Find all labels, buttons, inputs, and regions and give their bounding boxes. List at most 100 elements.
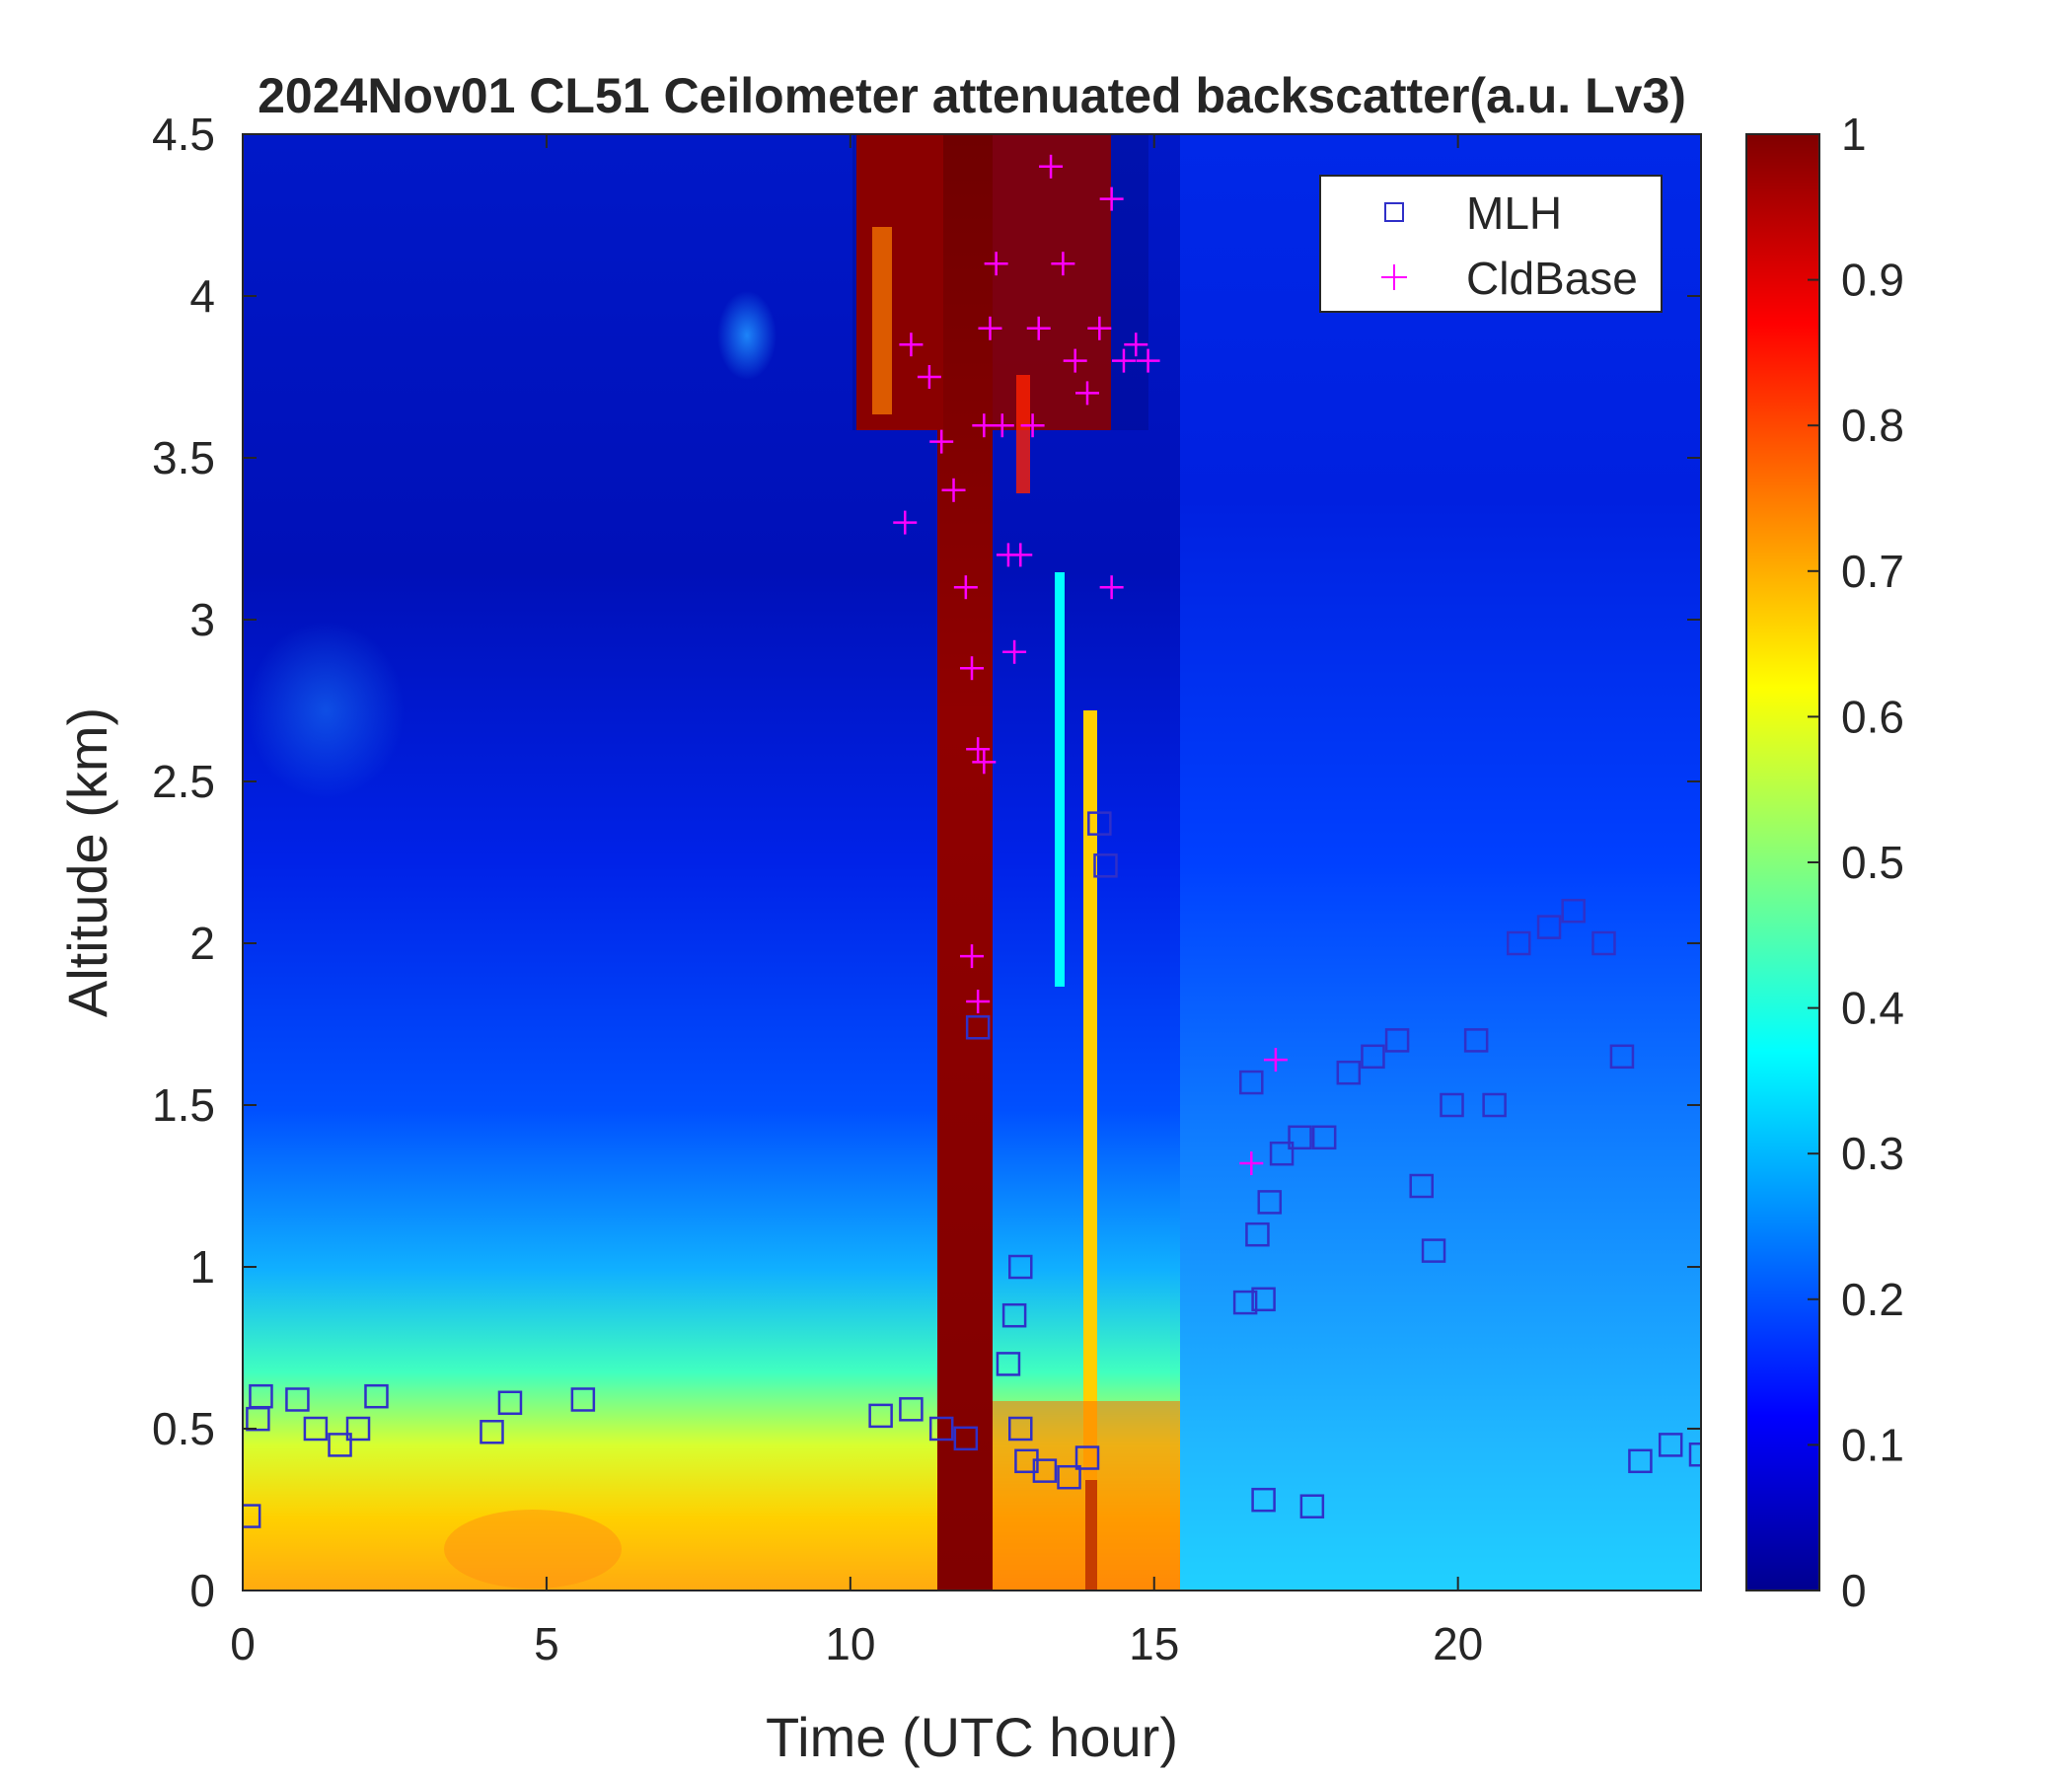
cloud-upper: [993, 134, 1111, 430]
mlh-point: [1087, 811, 1112, 836]
mlh-point: [1074, 1445, 1100, 1470]
cldbase-point: [893, 510, 918, 535]
cldbase-series: [893, 154, 1288, 1176]
mlh-point: [303, 1416, 329, 1442]
cldbase-point: [917, 365, 941, 389]
mlh-point: [364, 1383, 389, 1409]
mlh-point: [497, 1390, 523, 1416]
colorbar-tick-label: 0: [1841, 1565, 1867, 1616]
cldbase-point: [1008, 543, 1033, 567]
colorbar-tick-label: 0.6: [1841, 691, 1904, 742]
cldbase-point: [1124, 333, 1148, 357]
mlh-point: [1440, 1092, 1464, 1118]
mlh-point: [345, 1416, 371, 1442]
mlh-point: [868, 1403, 893, 1429]
mlh-point: [1251, 1287, 1276, 1312]
mlh-point: [1336, 1060, 1362, 1085]
x-axis-label: Time (UTC hour): [766, 1706, 1178, 1768]
cldbase-point: [1263, 1048, 1288, 1073]
cldbase-point: [966, 737, 991, 762]
cldbase-point: [1063, 348, 1087, 373]
mlh-point: [243, 1504, 261, 1528]
heatmap-plot-area: [243, 134, 1701, 1591]
mlh-series: [243, 811, 1701, 1528]
colorbar-tick-label: 1: [1841, 109, 1867, 160]
mlh-point: [1609, 1044, 1635, 1070]
mlh-point: [899, 1397, 924, 1422]
y-tick-label: 3.5: [152, 432, 215, 483]
y-tick-label: 3: [189, 594, 215, 645]
x-tick-label: 20: [1433, 1618, 1483, 1669]
mlh-point: [480, 1420, 504, 1444]
cldbase-point: [960, 656, 984, 681]
cldbase-point: [953, 575, 978, 600]
cldbase-point: [1039, 154, 1064, 179]
cloud-column-thin: [1055, 572, 1065, 987]
cldbase-point: [990, 413, 1014, 438]
mlh-point: [928, 1416, 954, 1442]
y-tick-label: 2: [189, 918, 215, 969]
mlh-point: [1628, 1448, 1653, 1474]
y-tick-label: 0: [189, 1565, 215, 1616]
mlh-point: [1311, 1125, 1337, 1150]
mlh-point: [1251, 1487, 1276, 1513]
mlh-point: [1001, 1302, 1027, 1328]
mlh-point: [1239, 1070, 1264, 1095]
mlh-point: [1361, 1044, 1385, 1070]
mlh-point: [1269, 1141, 1295, 1166]
boundary-layer-core: [993, 1401, 1180, 1591]
mlh-point: [1288, 1125, 1312, 1150]
mlh-point: [1008, 1254, 1033, 1280]
y-tick-label: 4.5: [152, 109, 215, 160]
cloud-column: [937, 134, 993, 1591]
cldbase-point: [972, 750, 997, 775]
mlh-point: [570, 1387, 596, 1412]
colorbar-tick-label: 0.7: [1841, 546, 1904, 597]
colorbar-tick-label: 0.4: [1841, 983, 1904, 1034]
mlh-point: [1688, 1442, 1701, 1467]
cldbase-point: [1075, 381, 1100, 406]
mlh-point: [1245, 1221, 1270, 1247]
y-tick-label: 1: [189, 1241, 215, 1293]
cldbase-point: [978, 316, 1002, 340]
mlh-point: [1232, 1290, 1258, 1315]
x-tick-label: 15: [1129, 1618, 1179, 1669]
x-tick-label: 5: [534, 1618, 559, 1669]
cldbase-point: [1136, 348, 1160, 373]
y-tick-label: 4: [189, 270, 215, 322]
colorbar-ticks: 0 0.1 0.2 0.3 0.4 0.5 0.6 0.7 0.8 0.9 1: [1808, 109, 1904, 1616]
mlh-point: [1384, 1028, 1410, 1053]
legend-cldbase-marker: [1381, 264, 1407, 290]
legend-mlh-marker: [1384, 202, 1404, 222]
mlh-point: [1299, 1494, 1325, 1518]
mlh-point: [1536, 915, 1562, 939]
mlh-point: [1658, 1433, 1683, 1457]
cldbase-point: [960, 944, 984, 969]
mlh-point: [1482, 1092, 1507, 1118]
y-tick-label: 1.5: [152, 1079, 215, 1131]
colorbar-tick-label: 0.1: [1841, 1419, 1904, 1470]
cldbase-point: [1099, 186, 1124, 211]
colorbar-tick-label: 0.5: [1841, 837, 1904, 888]
cldbase-point: [1051, 252, 1075, 276]
colorbar-tick-label: 0.3: [1841, 1128, 1904, 1179]
cldbase-point: [899, 333, 924, 357]
heatmap-aerosol-blob: [717, 291, 777, 380]
plot-frame: [242, 133, 1702, 1591]
y-axis: 0 0.5 1 1.5 2 2.5 3 3.5 4 4.5: [152, 109, 1701, 1616]
cldbase-point: [1026, 316, 1051, 340]
cldbase-point: [984, 252, 1008, 276]
mlh-point: [1093, 853, 1118, 878]
y-tick-label: 2.5: [152, 756, 215, 807]
mlh-point: [285, 1387, 310, 1412]
cloud-layer: [852, 134, 1180, 1591]
mlh-point: [1421, 1238, 1446, 1263]
legend: MLH CldBase: [1319, 175, 1663, 313]
legend-cldbase-label: CldBase: [1466, 253, 1638, 304]
mlh-point: [953, 1426, 979, 1451]
cldbase-point: [929, 429, 954, 454]
cldbase-point: [966, 990, 991, 1014]
mlh-point: [1409, 1173, 1434, 1199]
mlh-point: [1591, 930, 1616, 956]
